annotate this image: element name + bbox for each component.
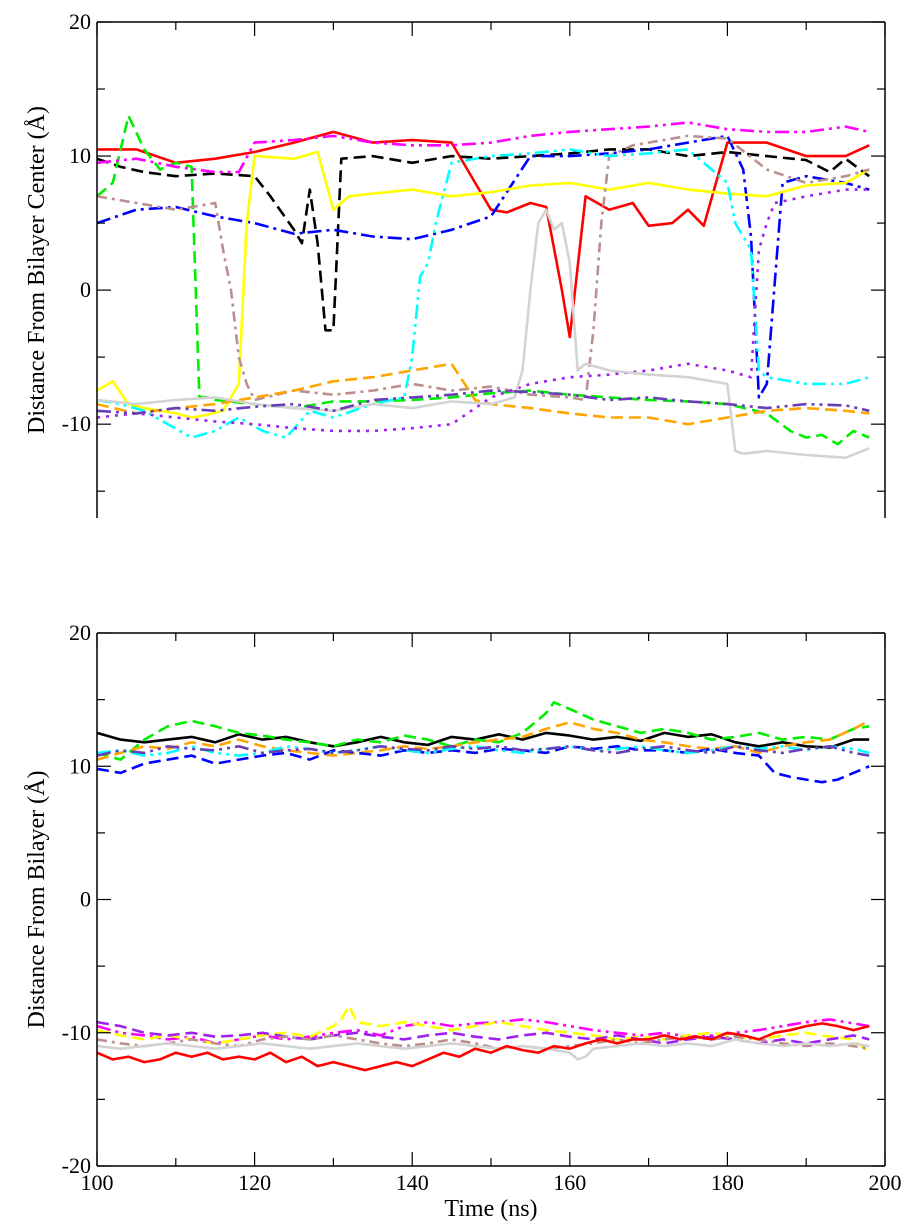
y-tick-label: -10 [62, 1020, 91, 1045]
y-tick-label: 10 [69, 143, 91, 168]
series-group [97, 700, 871, 1072]
series-line-12 [97, 389, 870, 415]
y-axis-label: Distance From Bilayer (Å) [24, 771, 50, 1029]
series-line-9 [97, 362, 870, 426]
series-group [97, 114, 870, 460]
series-line-4 [97, 744, 870, 784]
series-line-3 [97, 719, 870, 761]
x-tick-label: 160 [553, 1170, 586, 1195]
series-line-9 [97, 1020, 870, 1045]
series-line-2 [97, 700, 870, 761]
series-line-3 [97, 114, 870, 446]
y-tick-label: 0 [80, 887, 91, 912]
series-line-6 [97, 134, 870, 402]
x-tick-label: 120 [238, 1170, 271, 1195]
y-tick-label: 20 [69, 9, 91, 34]
series-line-4 [97, 134, 870, 399]
x-axis-label: Time (ns) [444, 1196, 537, 1222]
series-line-11 [97, 208, 870, 460]
series-line-2 [97, 148, 870, 332]
series-line-7 [97, 148, 870, 439]
series-line-10 [97, 188, 870, 433]
top-chart-panel: 20 10 0 -10 Distance From Bilayer Center (Å) [24, 9, 886, 518]
series-line-10 [97, 1034, 870, 1050]
y-tick-label: 20 [69, 620, 91, 645]
series-line-8 [97, 121, 870, 174]
series-line-5 [97, 150, 870, 419]
y-tick-label: -10 [62, 411, 91, 436]
series-line-12 [97, 1022, 870, 1072]
y-tick-label: 10 [69, 753, 91, 778]
x-tick-label: 100 [81, 1170, 114, 1195]
y-axis-label: Distance From Bilayer Center (Å) [24, 106, 50, 434]
x-tick-label: 180 [711, 1170, 744, 1195]
x-tick-label: 200 [869, 1170, 902, 1195]
y-tick-label: 0 [80, 277, 91, 302]
series-line-6 [97, 744, 870, 757]
x-tick-label: 140 [396, 1170, 429, 1195]
series-line-1 [97, 731, 870, 749]
y-tick-label: -20 [62, 1153, 91, 1178]
series-line-1 [97, 130, 870, 339]
